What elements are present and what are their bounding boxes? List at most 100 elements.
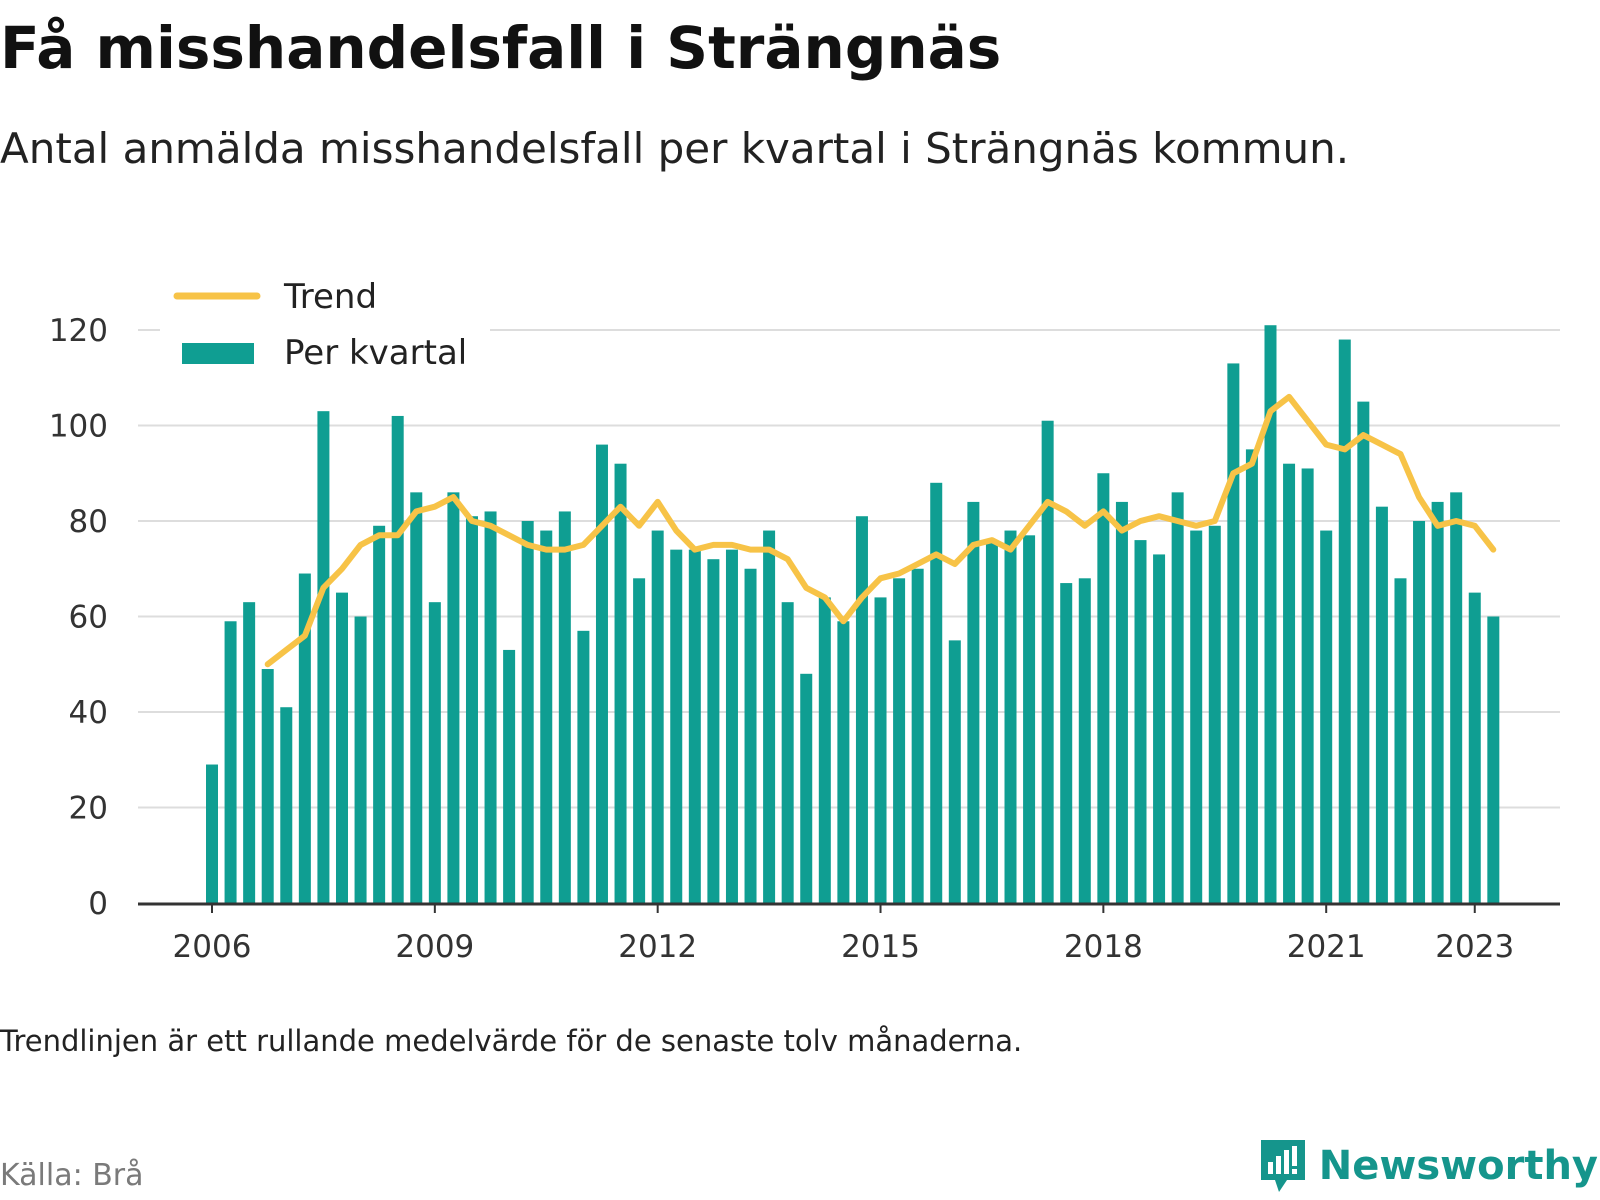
bar	[707, 559, 720, 903]
bar	[540, 530, 553, 903]
bar	[428, 602, 441, 903]
bar	[948, 640, 961, 903]
bar	[670, 549, 683, 903]
bar	[354, 616, 367, 903]
bar	[1283, 463, 1296, 903]
bar	[1264, 325, 1277, 904]
bar	[1153, 554, 1166, 903]
y-tick-label: 0	[88, 886, 108, 922]
bar	[335, 592, 348, 903]
bar	[781, 602, 794, 903]
bar	[1023, 535, 1036, 903]
bar	[911, 568, 924, 903]
y-tick-label: 120	[49, 313, 108, 349]
bar	[1134, 540, 1147, 903]
legend-bars-label: Per kvartal	[284, 333, 467, 373]
bar	[614, 463, 627, 903]
bar	[373, 525, 386, 903]
bar	[744, 568, 757, 903]
x-tick-label: 2015	[841, 929, 920, 965]
bar	[261, 669, 274, 903]
bar	[298, 573, 311, 903]
legend-bar-swatch	[182, 343, 254, 364]
bar	[930, 482, 943, 903]
x-tick-label: 2018	[1064, 929, 1143, 965]
bar	[206, 764, 218, 903]
bar	[818, 597, 831, 903]
bar	[1078, 578, 1091, 903]
bar	[577, 630, 590, 903]
bar	[1245, 449, 1258, 903]
legend-trend-label: Trend	[283, 277, 377, 317]
bar	[1450, 492, 1463, 903]
bar	[967, 501, 980, 903]
bar	[1190, 530, 1203, 903]
y-tick-label: 60	[69, 600, 108, 636]
bar	[447, 492, 460, 903]
newsworthy-logo-icon	[1260, 1140, 1305, 1192]
bar	[688, 549, 701, 903]
bar	[317, 411, 330, 903]
bar	[391, 415, 404, 903]
brand-name: Newsworthy	[1318, 1143, 1598, 1189]
bar	[874, 597, 887, 903]
brand-logo: Newsworthy	[1257, 1136, 1598, 1196]
bar	[1060, 583, 1073, 903]
y-tick-label: 20	[69, 791, 108, 827]
bar	[243, 602, 256, 903]
bar	[410, 492, 423, 903]
source-label: Källa: Brå	[0, 1158, 144, 1193]
bar	[224, 621, 237, 903]
bar	[1208, 525, 1221, 903]
bar	[1487, 616, 1500, 903]
bar	[280, 707, 293, 903]
bar	[1357, 401, 1370, 903]
bar	[763, 530, 776, 903]
bar	[503, 649, 516, 903]
x-tick-label: 2006	[173, 929, 252, 965]
bar	[558, 511, 571, 903]
bar	[633, 578, 646, 903]
bar	[1394, 578, 1407, 903]
legend: Trend Per kvartal	[160, 270, 490, 380]
bar	[893, 578, 906, 903]
trend-line-group	[264, 393, 1497, 668]
bar	[1468, 592, 1481, 903]
bar	[1227, 363, 1240, 903]
bar	[484, 511, 497, 903]
bar	[725, 549, 738, 903]
x-tick-label: 2012	[618, 929, 697, 965]
bar	[985, 540, 998, 903]
bar	[1375, 506, 1388, 903]
bar	[1338, 339, 1351, 903]
bar-line-chart: 0 20 40 60 80 100 120 2006 2009 2012 2015 2018 2021…	[49, 270, 1560, 965]
chart-title: Få misshandelsfall i Strängnäs	[0, 14, 1002, 82]
bar	[1431, 501, 1444, 903]
x-tick-label: 2023	[1435, 929, 1514, 965]
chart-subtitle: Antal anmälda misshandelsfall per kvarta…	[0, 124, 1350, 173]
bar	[595, 444, 608, 903]
bar	[1171, 492, 1184, 903]
bar	[1041, 420, 1054, 903]
bar	[837, 621, 850, 903]
axes: 2006 2009 2012 2015 2018 2021 2023	[138, 902, 1560, 965]
x-tick-label: 2021	[1287, 929, 1366, 965]
bar	[651, 530, 664, 903]
y-tick-label: 100	[49, 409, 108, 445]
bar	[855, 516, 868, 903]
bar	[1413, 521, 1426, 903]
footnote: Trendlinjen är ett rullande medelvärde f…	[0, 1024, 1023, 1058]
bar	[1004, 530, 1017, 903]
y-tick-label: 40	[69, 695, 108, 731]
bar	[1320, 530, 1333, 903]
bar	[1301, 468, 1314, 903]
bar	[521, 521, 534, 903]
bar	[1097, 473, 1110, 903]
bar	[800, 673, 813, 903]
bar	[465, 516, 478, 903]
y-tick-label: 80	[69, 504, 108, 540]
trend-line	[264, 393, 1497, 668]
bar	[1115, 501, 1128, 903]
x-tick-label: 2009	[395, 929, 474, 965]
bars-group	[206, 325, 1500, 904]
